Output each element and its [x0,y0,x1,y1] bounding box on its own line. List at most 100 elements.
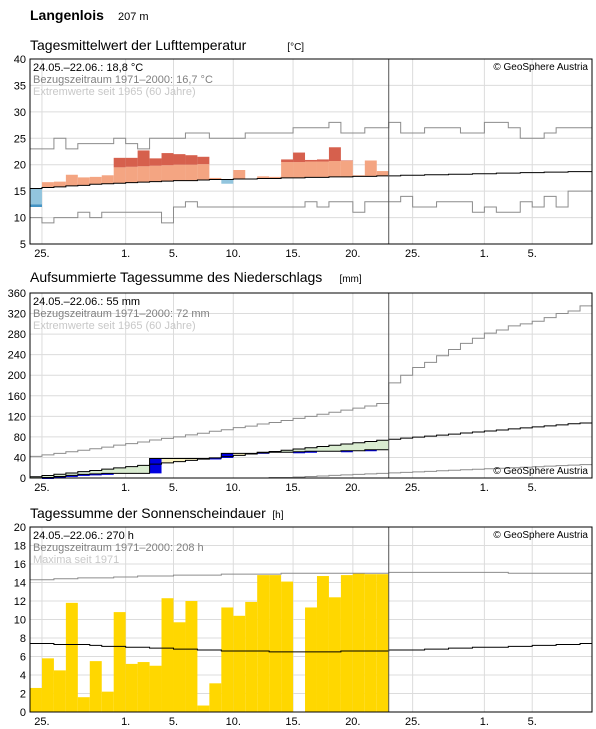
temp-info-period: 24.05.–22.06.: 18,8 °C [33,62,143,74]
sun-daily-bar [30,687,42,712]
temp-x-tick-label: 1. [480,248,489,260]
temp-info-extremes: Extremwerte seit 1965 (60 Jahre) [33,86,196,98]
temp-y-tick-label: 40 [14,54,26,66]
sun-daily-bar [364,574,377,712]
sun-info-period: 24.05.–22.06.: 270 h [33,530,134,542]
precip-anomaly-fill [352,442,365,451]
sun-chart-title: Tagessumme der Sonnenscheindauer [30,505,266,521]
temp-y-tick-label: 35 [14,80,26,92]
temp-warm-bar [257,176,270,179]
station-name: Langenlois [30,7,104,23]
precip-anomaly-fill [89,470,102,474]
sun-y-tick-label: 8 [20,633,26,645]
sun-normal-line [30,643,592,653]
precip-x-tick-label: 1. [121,482,130,494]
precip-daily-bar [77,474,90,476]
precip-y-tick-label: 40 [14,452,26,464]
precip-plot-frame [29,292,593,479]
temp-warm-bar [41,182,54,188]
temp-warm-bar [352,175,365,177]
precip-y-tick-label: 160 [8,391,26,403]
sun-daily-bar [316,576,329,712]
temp-warm-bar-strong [293,152,306,163]
precip-normal-line [30,422,592,478]
sun-x-tick-label: 10. [226,716,241,728]
precip-daily-bar [209,457,222,460]
temp-warm-bar [233,170,246,179]
sun-x-tick-label: 1. [480,716,489,728]
precip-anomaly-fill [185,458,198,461]
sun-y-tick-label: 20 [14,522,26,534]
sun-daily-bar [209,683,222,712]
temp-warm-bar [281,162,294,178]
precip-plot-area [29,292,593,479]
temp-cold-bar [30,188,42,205]
sun-y-tick-label: 14 [14,578,26,590]
temp-warm-bar [65,174,78,186]
temp-warm-bar-strong [113,157,126,168]
temp-x-tick-label: 10. [226,248,241,260]
temp-warm-bar-strong [173,154,186,165]
precip-daily-bar [221,453,234,458]
sun-daily-bar [221,607,234,712]
temp-x-tick-label: 5. [169,248,178,260]
temp-warm-bar [149,165,162,182]
sun-x-tick-label: 25. [405,716,420,728]
precip-daily-bar [53,476,66,478]
sun-x-tick-label: 5. [169,716,178,728]
temp-warm-bar-strong [197,156,210,165]
sun-y-tick-label: 12 [14,596,26,608]
temp-warm-bar-strong [125,157,138,167]
temp-warm-bar [101,175,114,184]
precip-anomaly-fill [328,445,341,452]
precip-y-tick-label: 280 [8,329,26,341]
temp-info-reference: Bezugszeitraum 1971–2000: 16,7 °C [33,74,213,86]
temp-warm-bar [376,171,389,176]
precip-y-tick-label: 360 [8,288,26,300]
precip-daily-bar [340,450,353,453]
temp-panel: Tagesmittelwert der Lufttemperatur [°C] 5 1… [14,37,593,260]
sun-x-tick-label: 20. [345,716,360,728]
temp-warm-bar-strong [328,147,341,162]
precip-daily-bar [305,451,317,453]
sun-y-tick-label: 18 [14,541,26,553]
precip-daily-bar [293,451,306,454]
sun-daily-bar [340,575,353,712]
sun-y-tick-label: 10 [14,615,26,627]
precip-y-tick-label: 320 [8,309,26,321]
chart-panels: Tagesmittelwert der Lufttemperatur [°C] 5 1… [8,37,593,728]
precip-info-period: 24.05.–22.06.: 55 mm [33,296,140,308]
sun-daily-bar [77,697,90,712]
temp-x-tick-label: 25. [405,248,420,260]
temp-warm-bar [364,160,377,177]
precip-anomaly-fill [113,467,126,474]
sun-y-tick-label: 4 [20,670,26,682]
precip-daily-bar [364,449,377,452]
sun-daily-bar [149,665,162,712]
temp-warm-bar-strong [340,160,353,162]
temp-warm-bar [77,177,90,186]
temp-warm-bar [209,177,222,180]
temp-y-tick-label: 10 [14,213,26,225]
sun-daily-bar [376,574,389,712]
sun-x-tick-label: 25. [34,716,49,728]
sun-daily-bar [41,658,54,712]
sun-daily-bar [305,607,317,712]
precip-anomaly-fill [233,453,246,456]
temp-chart-title: Tagesmittelwert der Lufttemperatur [30,37,247,53]
sun-daily-bar [113,612,126,712]
sun-plot-frame [29,526,593,713]
precip-anomaly-fill [340,443,353,451]
precip-max-extreme-line [30,305,592,457]
precip-x-tick-label: 1. [480,482,489,494]
precip-anomaly-fill [101,469,114,474]
precip-x-tick-label: 10. [226,482,241,494]
precip-x-tick-label: 5. [169,482,178,494]
temp-warm-bar [53,181,66,187]
temp-x-tick-label: 15. [285,248,300,260]
sun-daily-bar [245,601,258,712]
precip-anomaly-fill [161,458,174,463]
temp-warm-bar [340,161,353,177]
precip-y-tick-label: 240 [8,350,26,362]
precip-anomaly-fill [364,441,377,450]
